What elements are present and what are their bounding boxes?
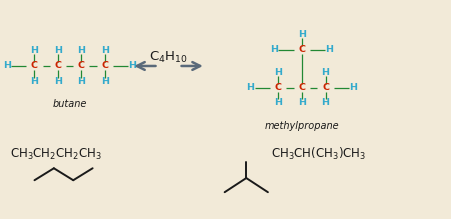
Text: H: H <box>128 62 136 71</box>
Text: $\mathsf{C_4H_{10}}$: $\mathsf{C_4H_{10}}$ <box>148 50 187 65</box>
Text: H: H <box>101 46 109 55</box>
Text: H: H <box>245 83 253 92</box>
Text: C: C <box>298 83 304 92</box>
Text: C: C <box>322 83 328 92</box>
Text: C: C <box>101 62 108 71</box>
Text: H: H <box>101 77 109 86</box>
Text: H: H <box>297 30 305 39</box>
Text: C: C <box>274 83 281 92</box>
Text: H: H <box>77 46 85 55</box>
Text: H: H <box>3 62 11 71</box>
Text: H: H <box>349 83 357 92</box>
Text: C: C <box>31 62 38 71</box>
Text: $\mathsf{CH_3CH(CH_3)CH_3}$: $\mathsf{CH_3CH(CH_3)CH_3}$ <box>271 146 366 162</box>
Text: H: H <box>54 77 62 86</box>
Text: C: C <box>298 45 304 54</box>
Text: H: H <box>321 99 329 108</box>
Text: H: H <box>30 46 38 55</box>
Text: C: C <box>78 62 85 71</box>
Text: $\mathsf{CH_3CH_2CH_2CH_3}$: $\mathsf{CH_3CH_2CH_2CH_3}$ <box>9 147 101 162</box>
Text: methylpropane: methylpropane <box>264 121 338 131</box>
Text: H: H <box>30 77 38 86</box>
Text: H: H <box>77 77 85 86</box>
Text: butane: butane <box>52 99 87 109</box>
Text: H: H <box>273 99 281 108</box>
Text: H: H <box>297 99 305 108</box>
Text: H: H <box>54 46 62 55</box>
Text: H: H <box>273 68 281 77</box>
Text: H: H <box>269 45 277 54</box>
Text: C: C <box>54 62 61 71</box>
Text: H: H <box>325 45 333 54</box>
Text: H: H <box>321 68 329 77</box>
